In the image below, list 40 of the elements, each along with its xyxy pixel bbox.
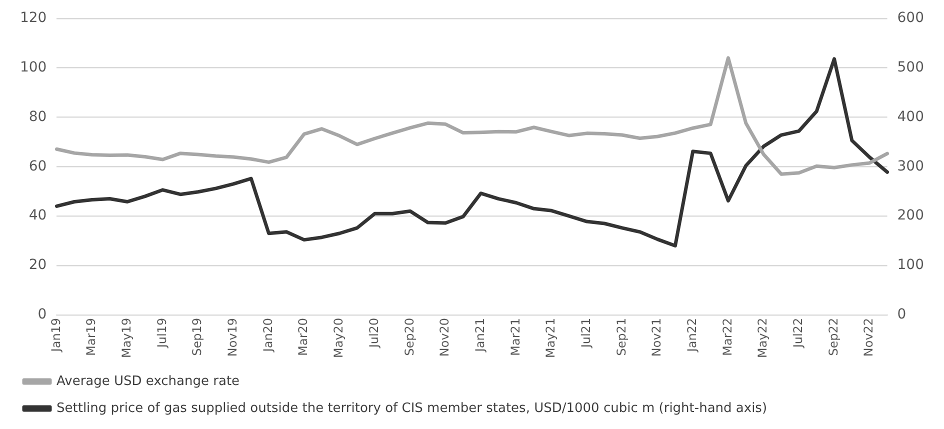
y-tick-label: 60	[28, 158, 47, 174]
y2-tick-label: 600	[897, 10, 924, 26]
x-tick-label: Sep19	[190, 318, 204, 356]
x-tick-label: Jan21	[472, 318, 487, 353]
x-tick-label: Sep21	[614, 318, 628, 356]
legend-label: Average USD exchange rate	[56, 374, 240, 389]
x-tick-label: Jul21	[578, 318, 593, 349]
y2-tick-label: 100	[897, 257, 924, 274]
y2-tick-label: 500	[897, 59, 924, 76]
y-tick-label: 80	[28, 108, 47, 125]
x-tick-label: May22	[756, 318, 770, 358]
x-tick-label: Jul20	[366, 318, 381, 349]
x-tick-label: Nov20	[438, 318, 452, 357]
x-tick-label: Jul19	[154, 318, 169, 349]
x-tick-label: Jan20	[260, 318, 275, 353]
x-tick-label: Sep20	[402, 318, 416, 356]
y-tick-label: 40	[28, 208, 47, 224]
x-tick-label: Mar22	[720, 318, 734, 356]
y2-tick-label: 200	[897, 208, 924, 224]
y-tick-label: 0	[38, 306, 47, 323]
x-tick-label: Sep22	[826, 318, 840, 356]
x-tick-label: Jan22	[685, 318, 700, 353]
x-tick-label: Mar19	[84, 318, 98, 356]
y2-tick-label: 300	[897, 158, 924, 174]
x-tick-label: Nov22	[862, 318, 876, 357]
x-tick-label: Nov21	[650, 318, 664, 357]
x-tick-label: Nov19	[226, 318, 240, 357]
y-tick-label: 120	[20, 10, 47, 26]
legend-label: Settling price of gas supplied outside the territory of CIS member states, USD/1000 cubic m (right-hand axis)	[56, 400, 768, 416]
y2-tick-label: 400	[897, 108, 924, 125]
y-tick-label: 20	[28, 257, 47, 274]
x-tick-label: Jan19	[48, 318, 63, 353]
y-tick-label: 100	[20, 59, 47, 76]
x-tick-label: May20	[332, 318, 346, 358]
x-tick-label: Mar21	[508, 318, 522, 356]
y2-tick-label: 0	[897, 306, 906, 323]
x-tick-label: Mar20	[296, 318, 310, 356]
x-tick-label: May19	[120, 318, 134, 358]
x-tick-label: Jul22	[791, 318, 806, 349]
x-tick-label: May21	[544, 318, 558, 358]
